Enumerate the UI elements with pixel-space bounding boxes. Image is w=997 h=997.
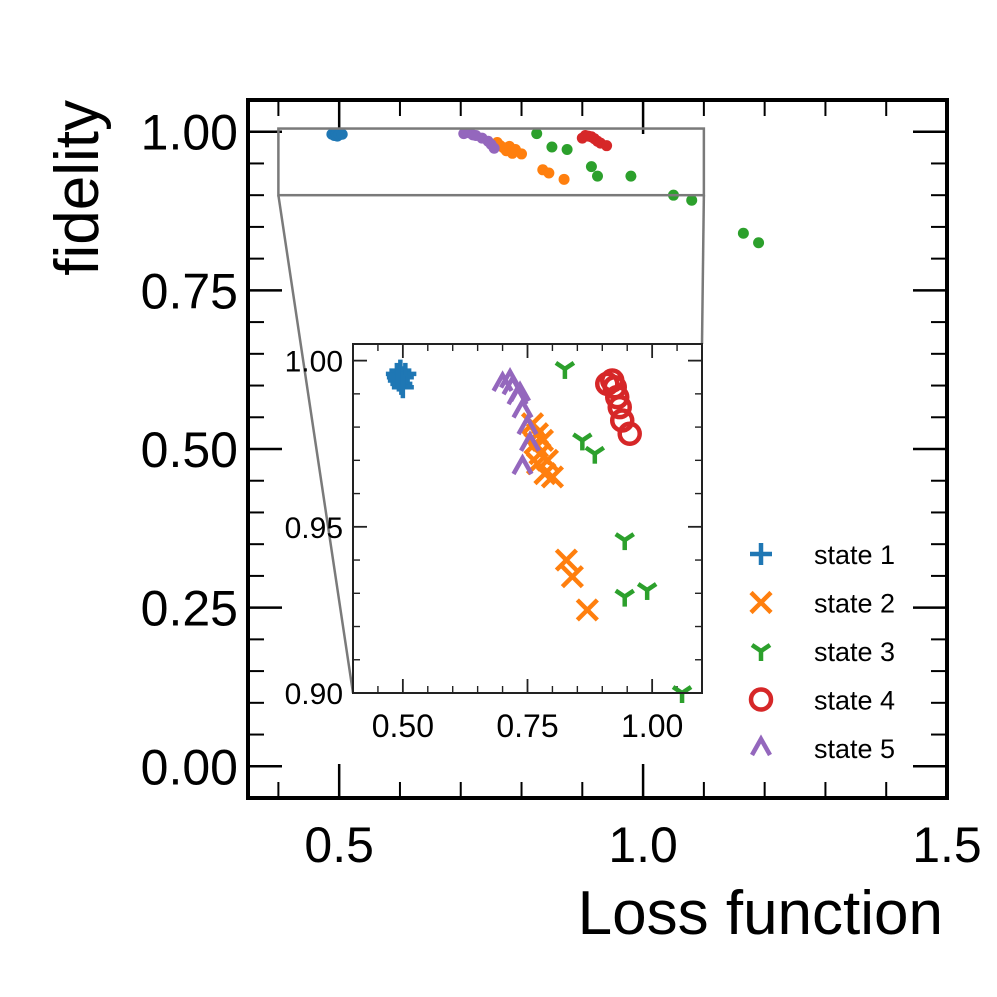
inset-point-state-4 <box>607 394 632 420</box>
inset-point-state-4 <box>604 384 630 410</box>
zoom-indicator <box>277 127 706 694</box>
inset-point-state-5 <box>511 396 534 419</box>
inset-point-state-3 <box>572 432 593 451</box>
y-tick-label: 0.75 <box>141 263 238 319</box>
legend-label-state-1: state 1 <box>814 540 895 570</box>
inset-point-state-1 <box>391 376 414 399</box>
y-tick-label: 0.25 <box>141 581 238 637</box>
y-tick-label: 0.50 <box>141 422 238 478</box>
x-tick-label: 1.5 <box>912 817 982 873</box>
y-tick-label: 1.00 <box>141 105 238 161</box>
legend-marker-state-3 <box>750 643 772 661</box>
inset-x-tick-label: 1.00 <box>621 708 683 744</box>
inset-point-state-2 <box>560 565 584 589</box>
legend-label-state-2: state 2 <box>814 589 895 619</box>
inset-point-state-2 <box>575 598 599 622</box>
point-state-2 <box>516 148 528 160</box>
y-axis-label: fidelity <box>43 100 112 276</box>
main-tick-labels: 0.5 1.0 1.5 0.00 0.25 0.50 0.75 1.00 <box>141 105 982 873</box>
zoom-connector-right <box>700 195 706 345</box>
point-state-3 <box>686 194 698 206</box>
zoom-box <box>277 127 706 197</box>
x-axis-label: Loss function <box>578 879 943 948</box>
inset-point-state-3 <box>636 582 658 600</box>
inset-plot: 0.50 0.75 1.00 0.90 0.95 1.00 <box>285 343 703 744</box>
inset-point-state-3 <box>614 532 635 551</box>
inset-point-state-2 <box>535 448 560 472</box>
point-state-3 <box>546 141 558 153</box>
inset-tick-labels: 0.50 0.75 1.00 0.90 0.95 1.00 <box>285 346 684 744</box>
point-state-3 <box>561 143 573 155</box>
point-state-3 <box>737 227 749 239</box>
inset-x-tick-label: 0.75 <box>496 708 558 744</box>
point-state-2 <box>543 167 555 179</box>
inset-point-state-5 <box>516 413 539 436</box>
inset-points <box>385 359 693 703</box>
inset-point-state-2 <box>540 465 565 489</box>
main-plot-frame <box>246 98 949 800</box>
point-state-3 <box>531 128 543 140</box>
main-points <box>326 127 765 249</box>
inset-point-state-5 <box>519 430 541 452</box>
point-state-4 <box>601 140 613 152</box>
legend-label-state-3: state 3 <box>814 637 895 667</box>
inset-x-tick-label: 0.50 <box>372 708 434 744</box>
legend-marker-state-2 <box>749 590 773 615</box>
point-state-1 <box>336 128 348 140</box>
legend-label-state-4: state 4 <box>814 686 895 716</box>
main-plot: 0.5 1.0 1.5 0.00 0.25 0.50 0.75 1.00 Loss funct… <box>43 98 982 948</box>
inset-point-state-5 <box>509 380 531 402</box>
x-tick-label: 0.5 <box>304 817 374 873</box>
point-state-3 <box>592 170 603 182</box>
inset-point-state-3 <box>584 445 606 464</box>
inset-point-state-5 <box>511 453 534 476</box>
inset-point-state-2 <box>554 548 578 572</box>
zoom-connector-left <box>277 194 355 694</box>
point-state-5 <box>488 142 500 154</box>
inset-frame <box>352 343 703 694</box>
point-state-3 <box>625 170 637 182</box>
inset-y-tick-label: 1.00 <box>285 346 343 379</box>
inset-point-state-3 <box>614 588 635 607</box>
legend-marker-state-4 <box>748 687 774 712</box>
inset-y-tick-label: 0.95 <box>285 512 343 545</box>
legend: state 1 state 2 state 3 state 4 state 5 <box>748 540 895 764</box>
legend-label-state-5: state 5 <box>814 734 895 764</box>
legend-marker-state-5 <box>750 734 772 757</box>
point-state-3 <box>753 237 765 249</box>
y-tick-label: 0.00 <box>141 739 238 795</box>
legend-marker-state-1 <box>750 543 772 565</box>
point-state-3 <box>585 161 597 173</box>
inset-point-state-4 <box>617 421 642 446</box>
inset-point-state-1 <box>386 366 409 389</box>
inset-y-tick-label: 0.90 <box>285 678 343 711</box>
point-state-2 <box>558 173 570 185</box>
x-tick-label: 1.0 <box>608 817 678 873</box>
inset-point-state-3 <box>554 361 576 379</box>
